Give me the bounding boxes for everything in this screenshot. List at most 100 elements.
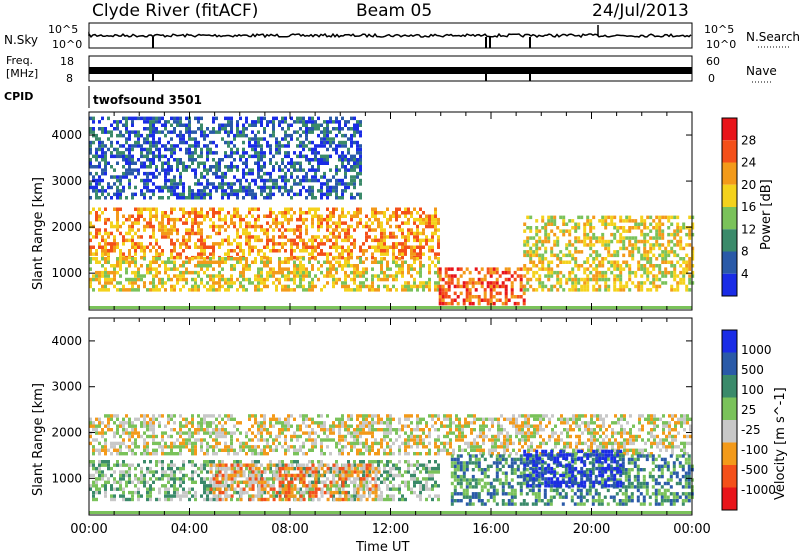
range-gate-cell bbox=[544, 257, 548, 261]
range-gate-cell bbox=[377, 417, 380, 421]
range-gate-cell bbox=[200, 116, 203, 121]
range-gate-cell bbox=[104, 249, 107, 253]
range-gate-cell bbox=[497, 434, 500, 439]
range-gate-cell bbox=[608, 438, 611, 442]
range-gate-cell bbox=[500, 445, 503, 449]
range-gate-cell bbox=[125, 238, 128, 243]
range-gate-cell bbox=[200, 127, 203, 131]
range-gate-cell bbox=[278, 211, 281, 215]
range-gate-cell bbox=[586, 277, 590, 282]
range-gate-cell bbox=[332, 421, 335, 425]
range-gate-cell bbox=[236, 214, 239, 218]
range-gate-cell bbox=[182, 140, 185, 145]
range-gate-cell bbox=[305, 154, 308, 159]
range-gate-cell bbox=[302, 140, 305, 145]
range-gate-cell bbox=[89, 211, 92, 215]
range-gate-cell bbox=[182, 260, 185, 264]
range-gate-cell bbox=[347, 249, 350, 253]
range-gate-cell bbox=[254, 178, 257, 183]
range-gate-cell bbox=[521, 438, 524, 442]
range-gate-cell bbox=[299, 211, 302, 215]
range-gate-cell bbox=[530, 448, 533, 452]
range-gate-cell bbox=[209, 192, 212, 197]
range-gate-cell bbox=[404, 288, 407, 292]
range-gate-cell bbox=[200, 196, 203, 200]
range-gate-cell bbox=[607, 288, 611, 292]
range-gate-cell bbox=[188, 158, 191, 162]
range-gate-cell bbox=[218, 274, 221, 278]
range-gate-cell bbox=[413, 267, 416, 271]
range-gate-cell bbox=[353, 168, 356, 172]
range-gate-cell bbox=[410, 288, 413, 292]
range-gate-cell bbox=[685, 253, 689, 258]
range-gate-cell bbox=[92, 120, 95, 124]
range-gate-cell bbox=[209, 421, 212, 425]
range-gate-cell bbox=[206, 281, 209, 285]
range-gate-cell bbox=[311, 267, 314, 271]
range-gate-cell bbox=[152, 182, 155, 186]
range-gate-cell bbox=[134, 161, 137, 165]
range-gate-cell bbox=[194, 452, 197, 456]
range-gate-cell bbox=[248, 267, 251, 271]
range-gate-cell bbox=[356, 140, 359, 145]
range-gate-cell bbox=[473, 417, 476, 421]
range-gate-cell bbox=[269, 417, 272, 421]
range-gate-cell bbox=[113, 445, 116, 449]
range-gate-cell bbox=[338, 260, 341, 264]
range-gate-cell bbox=[275, 448, 278, 452]
range-gate-cell bbox=[185, 245, 188, 249]
range-gate-cell bbox=[314, 274, 317, 278]
range-gate-cell bbox=[260, 144, 263, 148]
range-gate-cell bbox=[248, 171, 251, 176]
range-gate-cell bbox=[416, 238, 419, 243]
range-gate-cell bbox=[152, 277, 155, 282]
range-gate-cell bbox=[347, 120, 350, 124]
range-gate-cell bbox=[498, 298, 502, 302]
range-gate-cell bbox=[98, 277, 101, 282]
range-gate-cell bbox=[212, 428, 215, 432]
range-gate-cell bbox=[95, 428, 98, 432]
range-gate-cell bbox=[332, 140, 335, 145]
range-gate-cell bbox=[149, 116, 152, 121]
range-gate-cell bbox=[419, 452, 422, 456]
range-gate-cell bbox=[104, 245, 107, 249]
range-gate-cell bbox=[368, 245, 371, 249]
range-gate-cell bbox=[107, 270, 110, 275]
range-gate-cell bbox=[299, 445, 302, 449]
range-gate-cell bbox=[296, 137, 299, 141]
range-gate-cell bbox=[323, 120, 326, 124]
range-gate-cell bbox=[152, 120, 155, 124]
range-gate-cell bbox=[524, 417, 527, 421]
range-gate-cell bbox=[616, 229, 620, 233]
range-gate-cell bbox=[365, 257, 368, 261]
range-gate-cell bbox=[320, 221, 323, 225]
range-gate-cell bbox=[404, 414, 407, 418]
range-gate-cell bbox=[176, 231, 179, 236]
range-gate-cell bbox=[305, 123, 308, 127]
range-gate-cell bbox=[182, 133, 185, 138]
range-gate-cell bbox=[146, 445, 149, 449]
range-gate-cell bbox=[251, 192, 254, 197]
range-gate-cell bbox=[317, 277, 320, 282]
range-gate-cell bbox=[329, 252, 332, 256]
range-gate-cell bbox=[392, 284, 395, 289]
range-gate-cell bbox=[167, 168, 170, 172]
range-gate-cell bbox=[272, 281, 275, 285]
range-gate-cell bbox=[479, 452, 482, 456]
range-gate-cell bbox=[655, 288, 659, 292]
range-gate-cell bbox=[305, 127, 308, 131]
range-gate-cell bbox=[146, 270, 149, 275]
range-gate-cell bbox=[386, 249, 389, 253]
range-gate-cell bbox=[209, 445, 212, 449]
range-gate-cell bbox=[371, 211, 374, 215]
range-gate-cell bbox=[446, 417, 449, 421]
range-gate-cell bbox=[444, 291, 448, 296]
range-gate-cell bbox=[173, 189, 176, 193]
y-tick-label: 1000 bbox=[51, 266, 82, 280]
range-gate-cell bbox=[209, 414, 212, 418]
range-gate-cell bbox=[583, 226, 587, 230]
range-gate-cell bbox=[284, 211, 287, 215]
range-gate-cell bbox=[371, 274, 374, 278]
range-gate-cell bbox=[155, 130, 158, 134]
range-gate-cell bbox=[590, 428, 593, 432]
